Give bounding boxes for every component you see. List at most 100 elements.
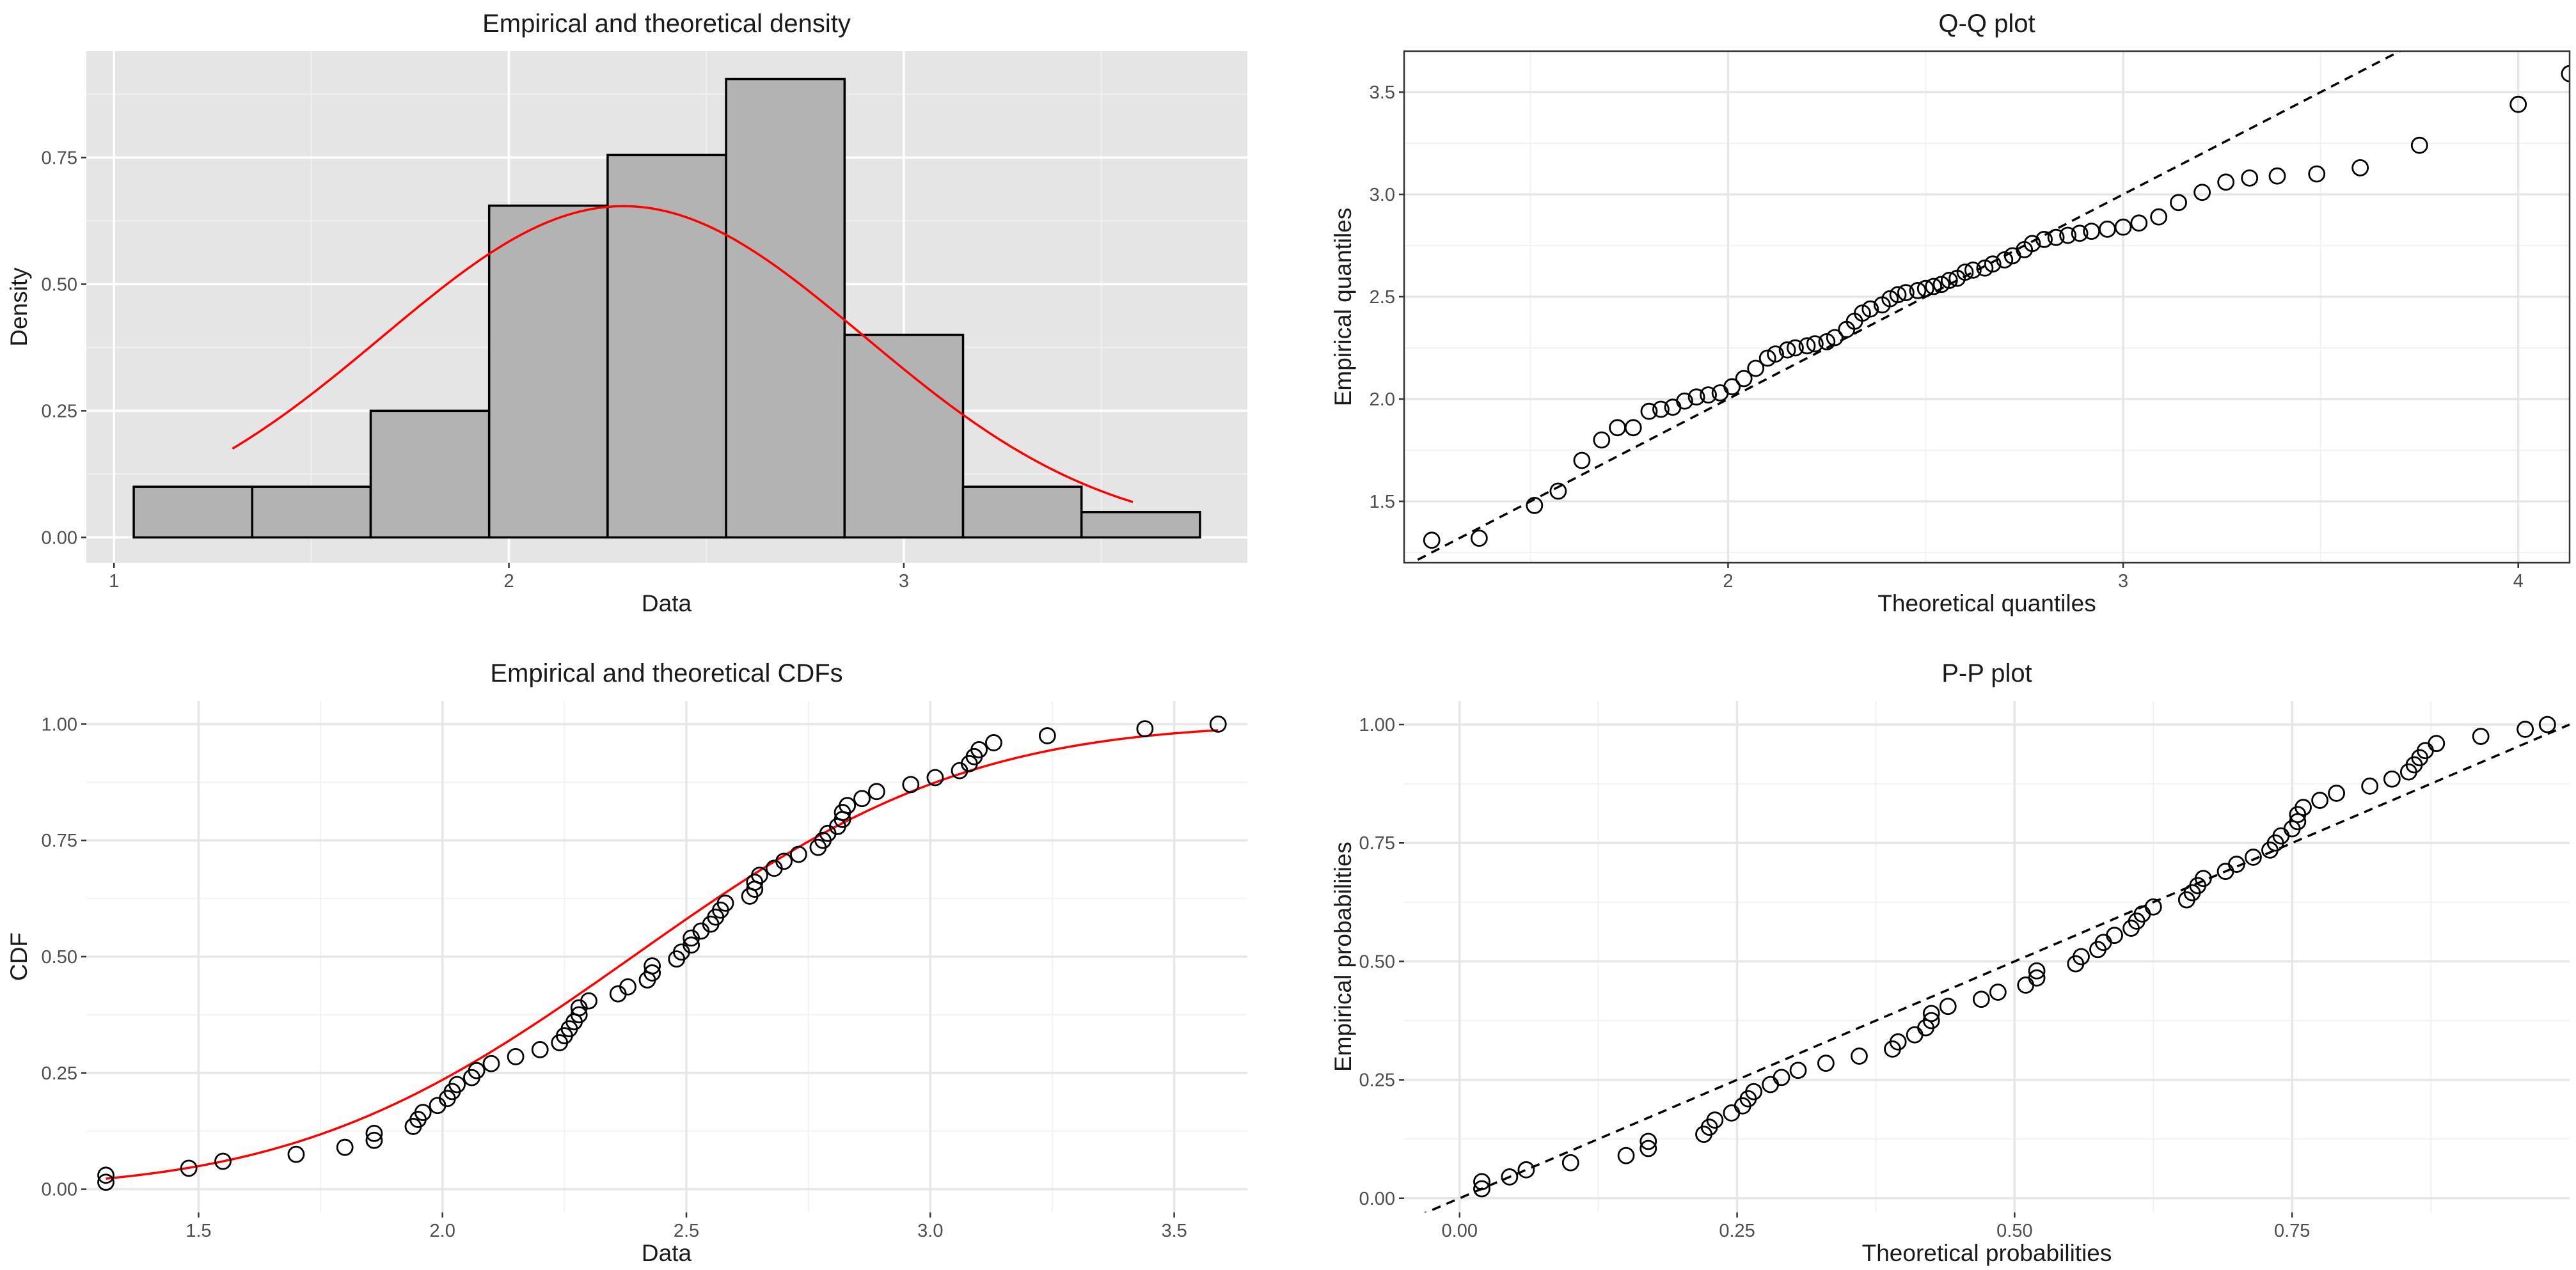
qq-panel: 2 3 4 1.5 2.0 2.5 3.0 3.5 Q-Q plot Theoretical qu… [1330, 10, 2571, 616]
pp-data-point [2028, 969, 2046, 987]
qq-title: Q-Q plot [1938, 10, 2035, 38]
cdf-x-tick-label: 2.5 [674, 1221, 699, 1241]
cdf-y-tick-label: 1.00 [42, 714, 77, 735]
pp-data-point [1817, 1054, 1835, 1072]
density-y-tick-label: 0.00 [42, 528, 77, 548]
cdf-data-point [970, 741, 988, 758]
qq-data-point [1964, 261, 1982, 279]
qq-plot-area [1404, 51, 2570, 563]
cdf-data-point [868, 783, 885, 801]
qq-data-point [1916, 279, 1934, 297]
qq-data-point [1687, 388, 1705, 406]
cdf-y-tick-label: 0.25 [42, 1063, 77, 1084]
pp-data-point [2295, 799, 2312, 817]
cdf-data-point [97, 1166, 115, 1184]
qq-data-point [1806, 335, 1824, 352]
qq-data-point [1897, 284, 1915, 302]
pp-plot-area [1404, 701, 2570, 1212]
qq-x-label: Theoretical quantiles [1877, 590, 2096, 616]
pp-data-point [1706, 1111, 1724, 1129]
pp-y-tick-label: 0.75 [1359, 833, 1395, 854]
qq-data-point [2035, 230, 2053, 248]
cdf-data-point [716, 894, 734, 912]
pp-data-point [1501, 1168, 1519, 1186]
pp-title: P-P plot [1941, 659, 2032, 687]
qq-data-point [1909, 281, 1927, 299]
qq-x-tick-label: 4 [2513, 571, 2524, 592]
cdf-data-point [482, 1054, 500, 1072]
cdf-data-point [336, 1138, 354, 1156]
pp-data-point [2106, 927, 2123, 945]
pp-data-point [1972, 991, 1990, 1008]
cdf-data-point [97, 1173, 115, 1191]
pp-data-point [1640, 1133, 1657, 1150]
pp-data-point [1640, 1140, 1657, 1157]
qq-data-point [1798, 337, 1816, 355]
pp-y-label: Empirical probabilities [1330, 842, 1356, 1072]
density-title: Empirical and theoretical density [482, 10, 851, 38]
pp-data-point [1922, 1012, 1940, 1030]
qq-x-tick-label: 2 [1723, 571, 1733, 592]
cdf-data-point [1038, 727, 1056, 744]
qq-data-point [2193, 184, 2211, 201]
pp-data-point [1517, 1161, 1535, 1179]
qq-y-tick-label: 3.5 [1370, 82, 1395, 103]
pp-data-point [2144, 898, 2162, 916]
qq-data-point [2509, 95, 2527, 113]
qq-panel-border [1403, 50, 2571, 564]
pp-data-point [1889, 1033, 1907, 1051]
density-histogram-bar [961, 485, 1083, 539]
density-x-tick-label: 3 [899, 571, 909, 592]
qq-y-tick-label: 2.0 [1370, 389, 1395, 410]
cdf-x-label: Data [642, 1240, 692, 1266]
cdf-data-point [1209, 715, 1227, 733]
density-y-tick-label: 0.75 [42, 148, 77, 168]
cdf-data-point [839, 797, 857, 815]
cdf-y-tick-label: 0.50 [42, 947, 77, 968]
pp-data-point [2383, 770, 2401, 788]
pp-data-point [2245, 849, 2262, 866]
qq-data-point [1640, 402, 1658, 420]
qq-data-point [2130, 214, 2148, 232]
qq-data-point [2217, 173, 2235, 191]
pp-data-point [2328, 785, 2346, 802]
cdf-data-point [570, 1006, 588, 1024]
cdf-data-point [365, 1131, 383, 1149]
cdf-x-tick-label: 3.5 [1161, 1221, 1187, 1241]
pp-data-point [1939, 998, 1957, 1015]
pp-data-point [1617, 1147, 1635, 1164]
pp-data-point [1473, 1173, 1490, 1191]
qq-data-point [1723, 378, 1741, 396]
qq-data-point [1767, 345, 1784, 363]
pp-data-point [2228, 856, 2245, 873]
qq-data-point [1676, 392, 1693, 410]
density-histogram-bar [843, 333, 965, 539]
density-histogram-bar [725, 77, 846, 539]
pp-data-point [1561, 1154, 1579, 1172]
cdf-data-point [902, 776, 920, 794]
pp-data-point [2538, 716, 2556, 733]
density-panel: 1 2 3 0.00 0.25 0.50 0.75 Empirical and theoret… [6, 10, 1247, 616]
pp-data-point [1922, 1005, 1940, 1023]
pp-data-point [2073, 948, 2090, 966]
cdf-y-tick-label: 0.00 [42, 1180, 77, 1200]
qq-data-point [1470, 529, 1488, 547]
qq-data-point [1889, 286, 1907, 304]
cdf-x-tick-label: 2.0 [430, 1221, 455, 1241]
density-y-tick-label: 0.25 [42, 401, 77, 421]
pp-y-tick-label: 0.00 [1359, 1189, 1395, 1209]
density-y-label: Density [6, 267, 32, 347]
qq-data-point [1787, 339, 1804, 357]
pp-data-point [2289, 813, 2307, 831]
pp-y-tick-label: 0.50 [1359, 952, 1395, 972]
qq-y-tick-label: 1.5 [1370, 492, 1395, 512]
pp-data-point [2472, 728, 2490, 745]
qq-data-point [1818, 333, 1836, 350]
pp-y-tick-label: 0.25 [1359, 1070, 1395, 1091]
qq-data-point [1747, 359, 1765, 377]
cdf-y-label: CDF [6, 932, 32, 981]
pp-data-point [2194, 870, 2212, 888]
qq-data-point [2071, 224, 2089, 242]
cdf-data-point [531, 1041, 549, 1058]
